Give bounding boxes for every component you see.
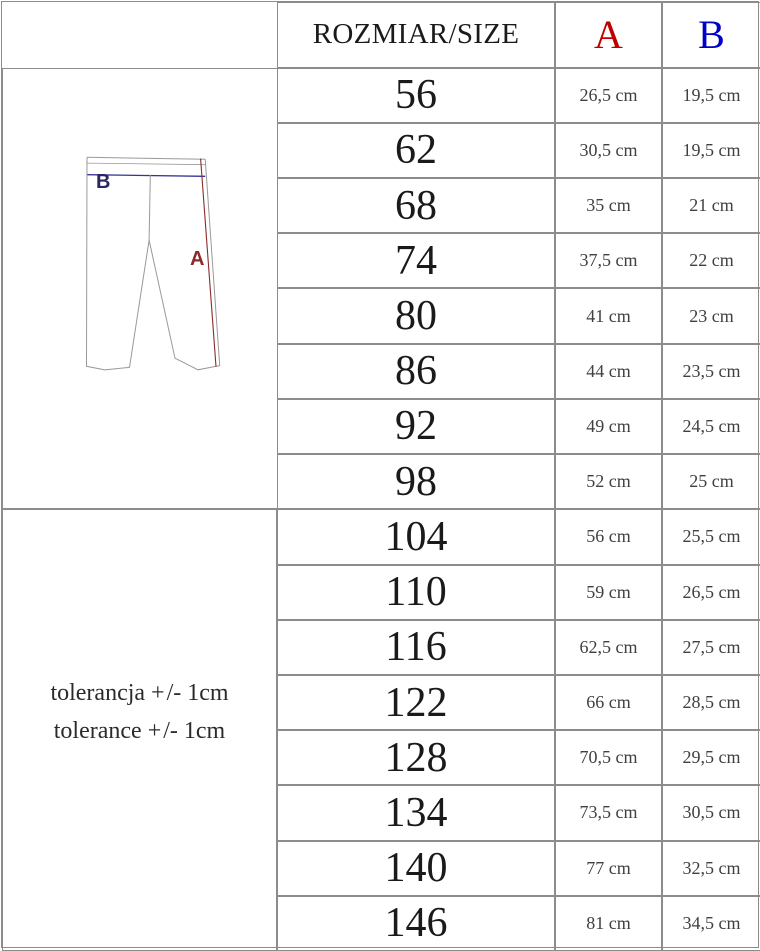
svg-text:B: B: [96, 171, 110, 193]
svg-text:A: A: [190, 248, 204, 270]
